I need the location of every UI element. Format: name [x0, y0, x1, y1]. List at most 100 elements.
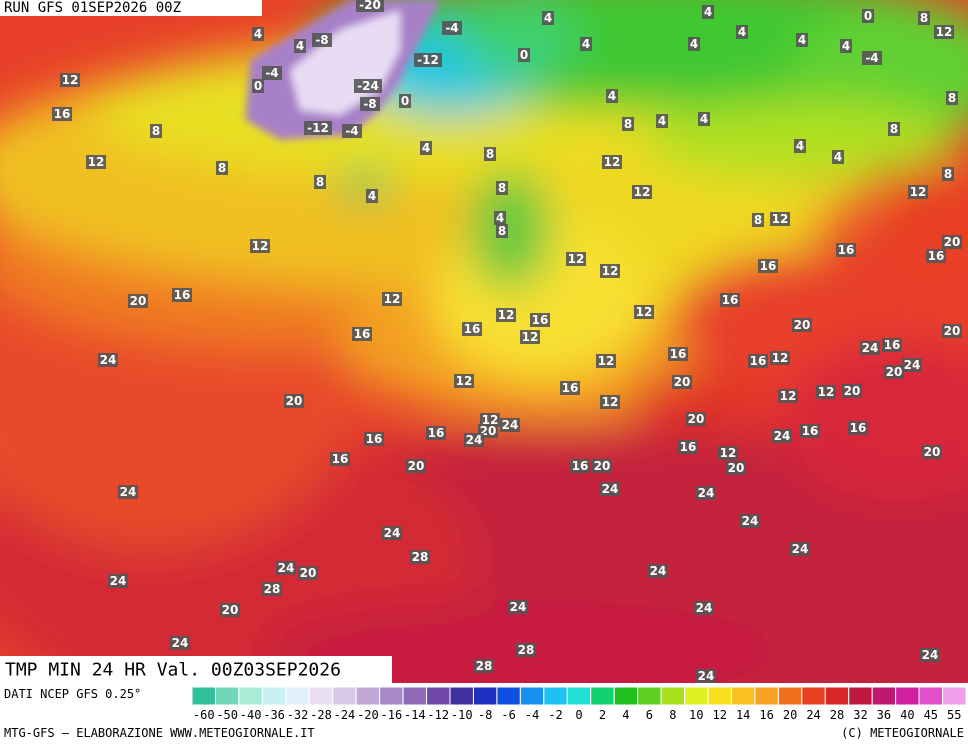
temp-label: 12 [772, 212, 789, 226]
temp-label: 16 [354, 327, 371, 341]
temp-label: 16 [722, 293, 739, 307]
temp-label: 4 [496, 211, 504, 225]
label-box [406, 459, 426, 473]
temp-label: 12 [910, 185, 927, 199]
temp-label: 24 [466, 433, 483, 447]
label-box [414, 53, 442, 67]
label-box [942, 235, 962, 249]
temp-label: 0 [401, 94, 409, 108]
label-box [516, 643, 536, 657]
colorbar-swatch [402, 686, 428, 706]
temp-label: 8 [920, 11, 928, 25]
temp-label: 24 [120, 485, 137, 499]
temp-label: 20 [944, 324, 961, 338]
temp-label: 16 [670, 347, 687, 361]
credit: MTG-GFS — ELABORAZIONE WWW.METEOGIORNALE… [4, 726, 315, 740]
colorbar-swatch [332, 686, 357, 706]
temp-label: 8 [486, 147, 494, 161]
temp-label: 24 [502, 418, 519, 432]
colorbar-swatch [496, 686, 521, 706]
label-box [922, 445, 942, 459]
label-box [382, 526, 402, 540]
field-blob [470, 170, 550, 290]
label-box [688, 37, 700, 51]
temp-label: 0 [254, 79, 262, 93]
colorbar-label: 16 [759, 708, 773, 722]
temp-label: 4 [608, 89, 616, 103]
temp-label: 8 [498, 181, 506, 195]
label-box [98, 353, 118, 367]
colorbar-swatch [942, 686, 967, 706]
temp-label: 16 [572, 459, 589, 473]
temp-label: 24 [100, 353, 117, 367]
temp-label: 12 [568, 252, 585, 266]
temp-label: -12 [417, 53, 439, 67]
field-blob [460, 0, 580, 80]
label-box [792, 318, 812, 332]
colorbar-swatch [519, 686, 545, 706]
label-box [294, 39, 306, 53]
label-box [600, 395, 620, 409]
temp-label: 4 [582, 37, 590, 51]
colorbar-label: -10 [451, 708, 473, 722]
temp-label: 20 [794, 318, 811, 332]
label-box [602, 155, 622, 169]
label-box [702, 5, 714, 19]
label-box [496, 181, 508, 195]
label-box [918, 11, 930, 25]
label-box [496, 224, 508, 238]
temp-label: 24 [862, 341, 879, 355]
temp-label: 4 [834, 150, 842, 164]
label-box [696, 669, 716, 683]
label-box [882, 338, 902, 352]
colorbar-swatch [285, 686, 310, 706]
label-box [718, 446, 738, 460]
colorbar-swatch [472, 686, 498, 706]
label-box [314, 175, 326, 189]
label-box [600, 264, 620, 278]
label-box [888, 122, 900, 136]
copyright: (C) METEOGIORNALE [841, 726, 964, 740]
label-box [354, 79, 382, 93]
colorbar-label: 24 [806, 708, 820, 722]
temp-label: 28 [518, 643, 535, 657]
label-box [250, 239, 270, 253]
temp-label: 4 [796, 139, 804, 153]
label-box [220, 603, 240, 617]
label-box [794, 139, 806, 153]
colorbar-label: 32 [853, 708, 867, 722]
temp-label: 28 [264, 582, 281, 596]
label-box [622, 117, 634, 131]
label-box [800, 424, 820, 438]
label-box [860, 341, 880, 355]
temp-label: 12 [634, 185, 651, 199]
temp-label: 12 [522, 330, 539, 344]
colorbar-swatch [637, 686, 662, 706]
temp-label: 4 [738, 25, 746, 39]
temp-label: 20 [286, 394, 303, 408]
label-box [686, 412, 706, 426]
label-box [758, 259, 778, 273]
label-box [484, 147, 496, 161]
temp-label: 8 [754, 213, 762, 227]
temp-label: 24 [384, 526, 401, 540]
temp-label: 16 [332, 452, 349, 466]
label-box [420, 141, 432, 155]
colorbar-label: 36 [877, 708, 891, 722]
label-box [796, 33, 808, 47]
colorbar-swatch [590, 686, 615, 706]
temp-label: 24 [278, 561, 295, 575]
label-box [668, 347, 688, 361]
label-box [252, 79, 264, 93]
temp-label: 20 [886, 365, 903, 379]
label-box [352, 327, 372, 341]
temp-label: 20 [222, 603, 239, 617]
temp-label: 4 [798, 33, 806, 47]
label-box [566, 252, 586, 266]
temp-label: -4 [345, 124, 358, 138]
label-box [816, 385, 836, 399]
temp-label: 20 [944, 235, 961, 249]
colorbar-label: -20 [357, 708, 379, 722]
colorbar-swatch [449, 686, 474, 706]
label-box [942, 324, 962, 338]
